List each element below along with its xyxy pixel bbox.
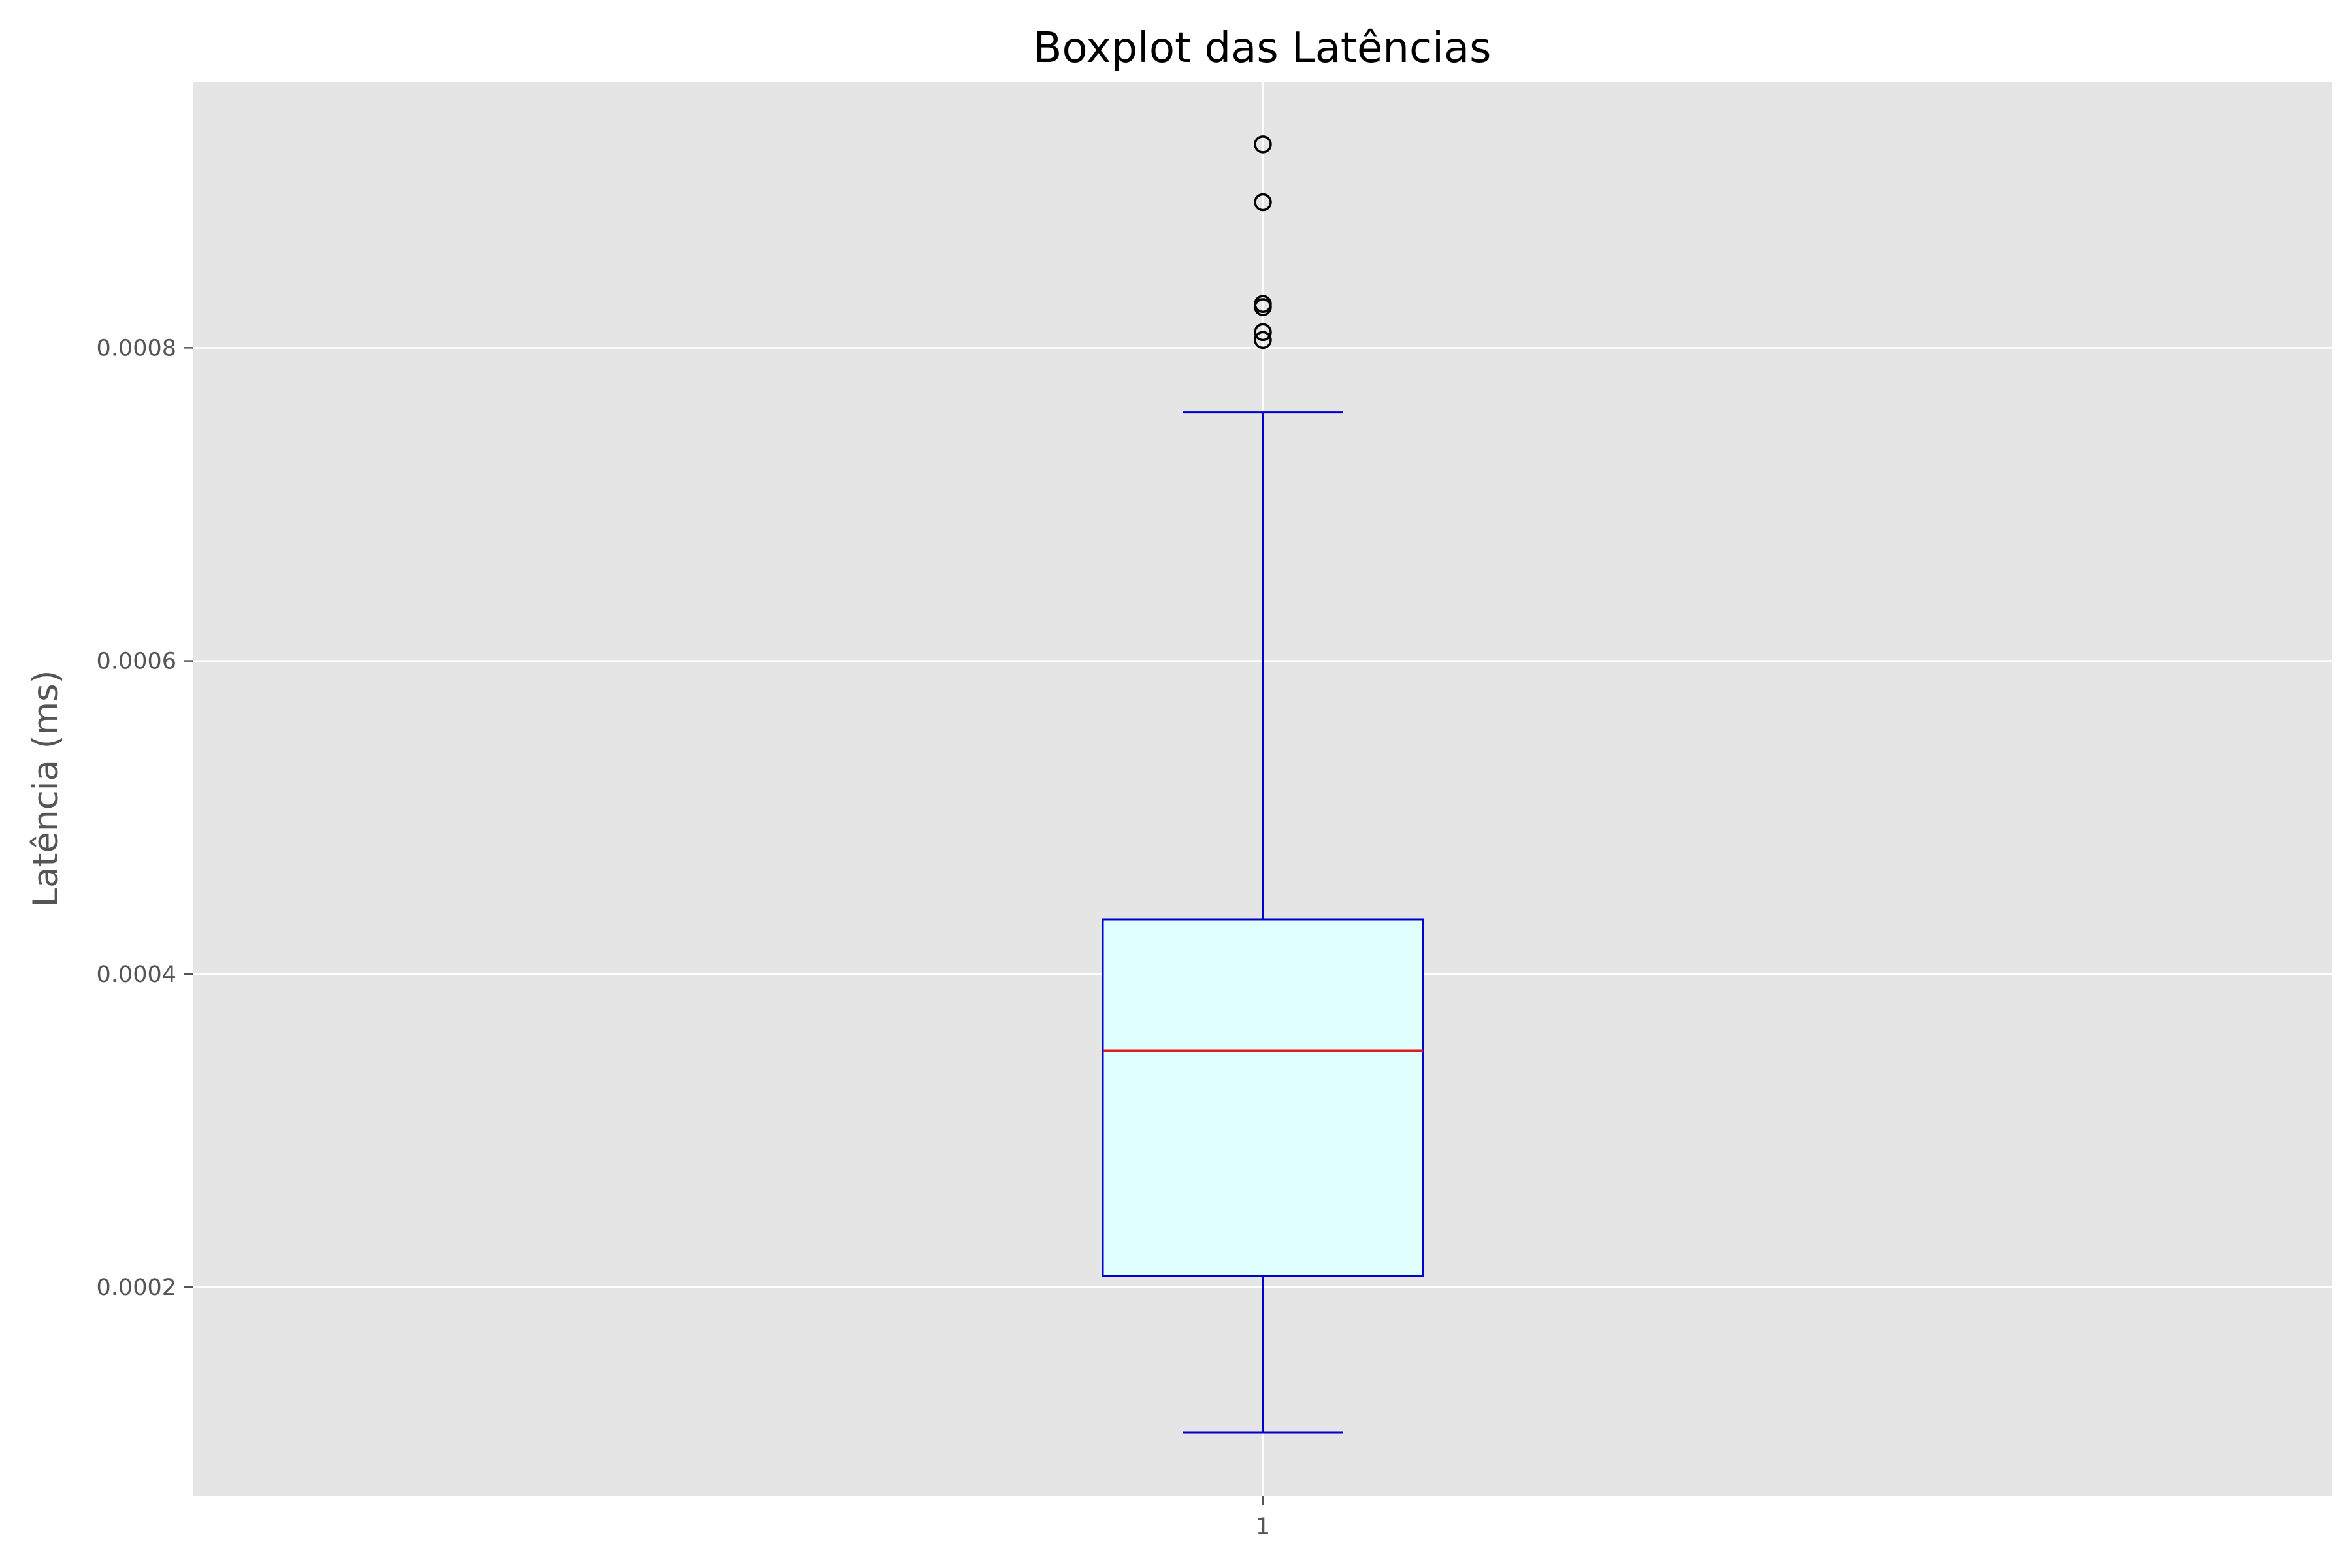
y-tick-label: 0.0004 — [97, 962, 176, 988]
outlier-point — [1254, 193, 1272, 212]
x-tick-label: 1 — [1256, 1514, 1270, 1540]
y-tick-label: 0.0008 — [97, 335, 176, 361]
chart-title: Boxplot das Latências — [1034, 24, 1492, 73]
box-group — [1102, 135, 1424, 1434]
outlier-point — [1254, 323, 1272, 342]
y-tick-label: 0.0002 — [97, 1275, 176, 1301]
y-tick-label: 0.0006 — [97, 649, 176, 675]
iqr-box — [1102, 918, 1424, 1277]
y-axis-label: Latência (ms) — [26, 670, 66, 907]
outlier-point — [1254, 298, 1272, 316]
outlier-point — [1254, 331, 1272, 350]
x-axis-ticks: 1 — [1256, 1496, 1270, 1540]
outlier-point — [1254, 135, 1272, 154]
y-axis-ticks: 0.0002 0.0004 0.0006 0.0008 — [97, 335, 193, 1301]
